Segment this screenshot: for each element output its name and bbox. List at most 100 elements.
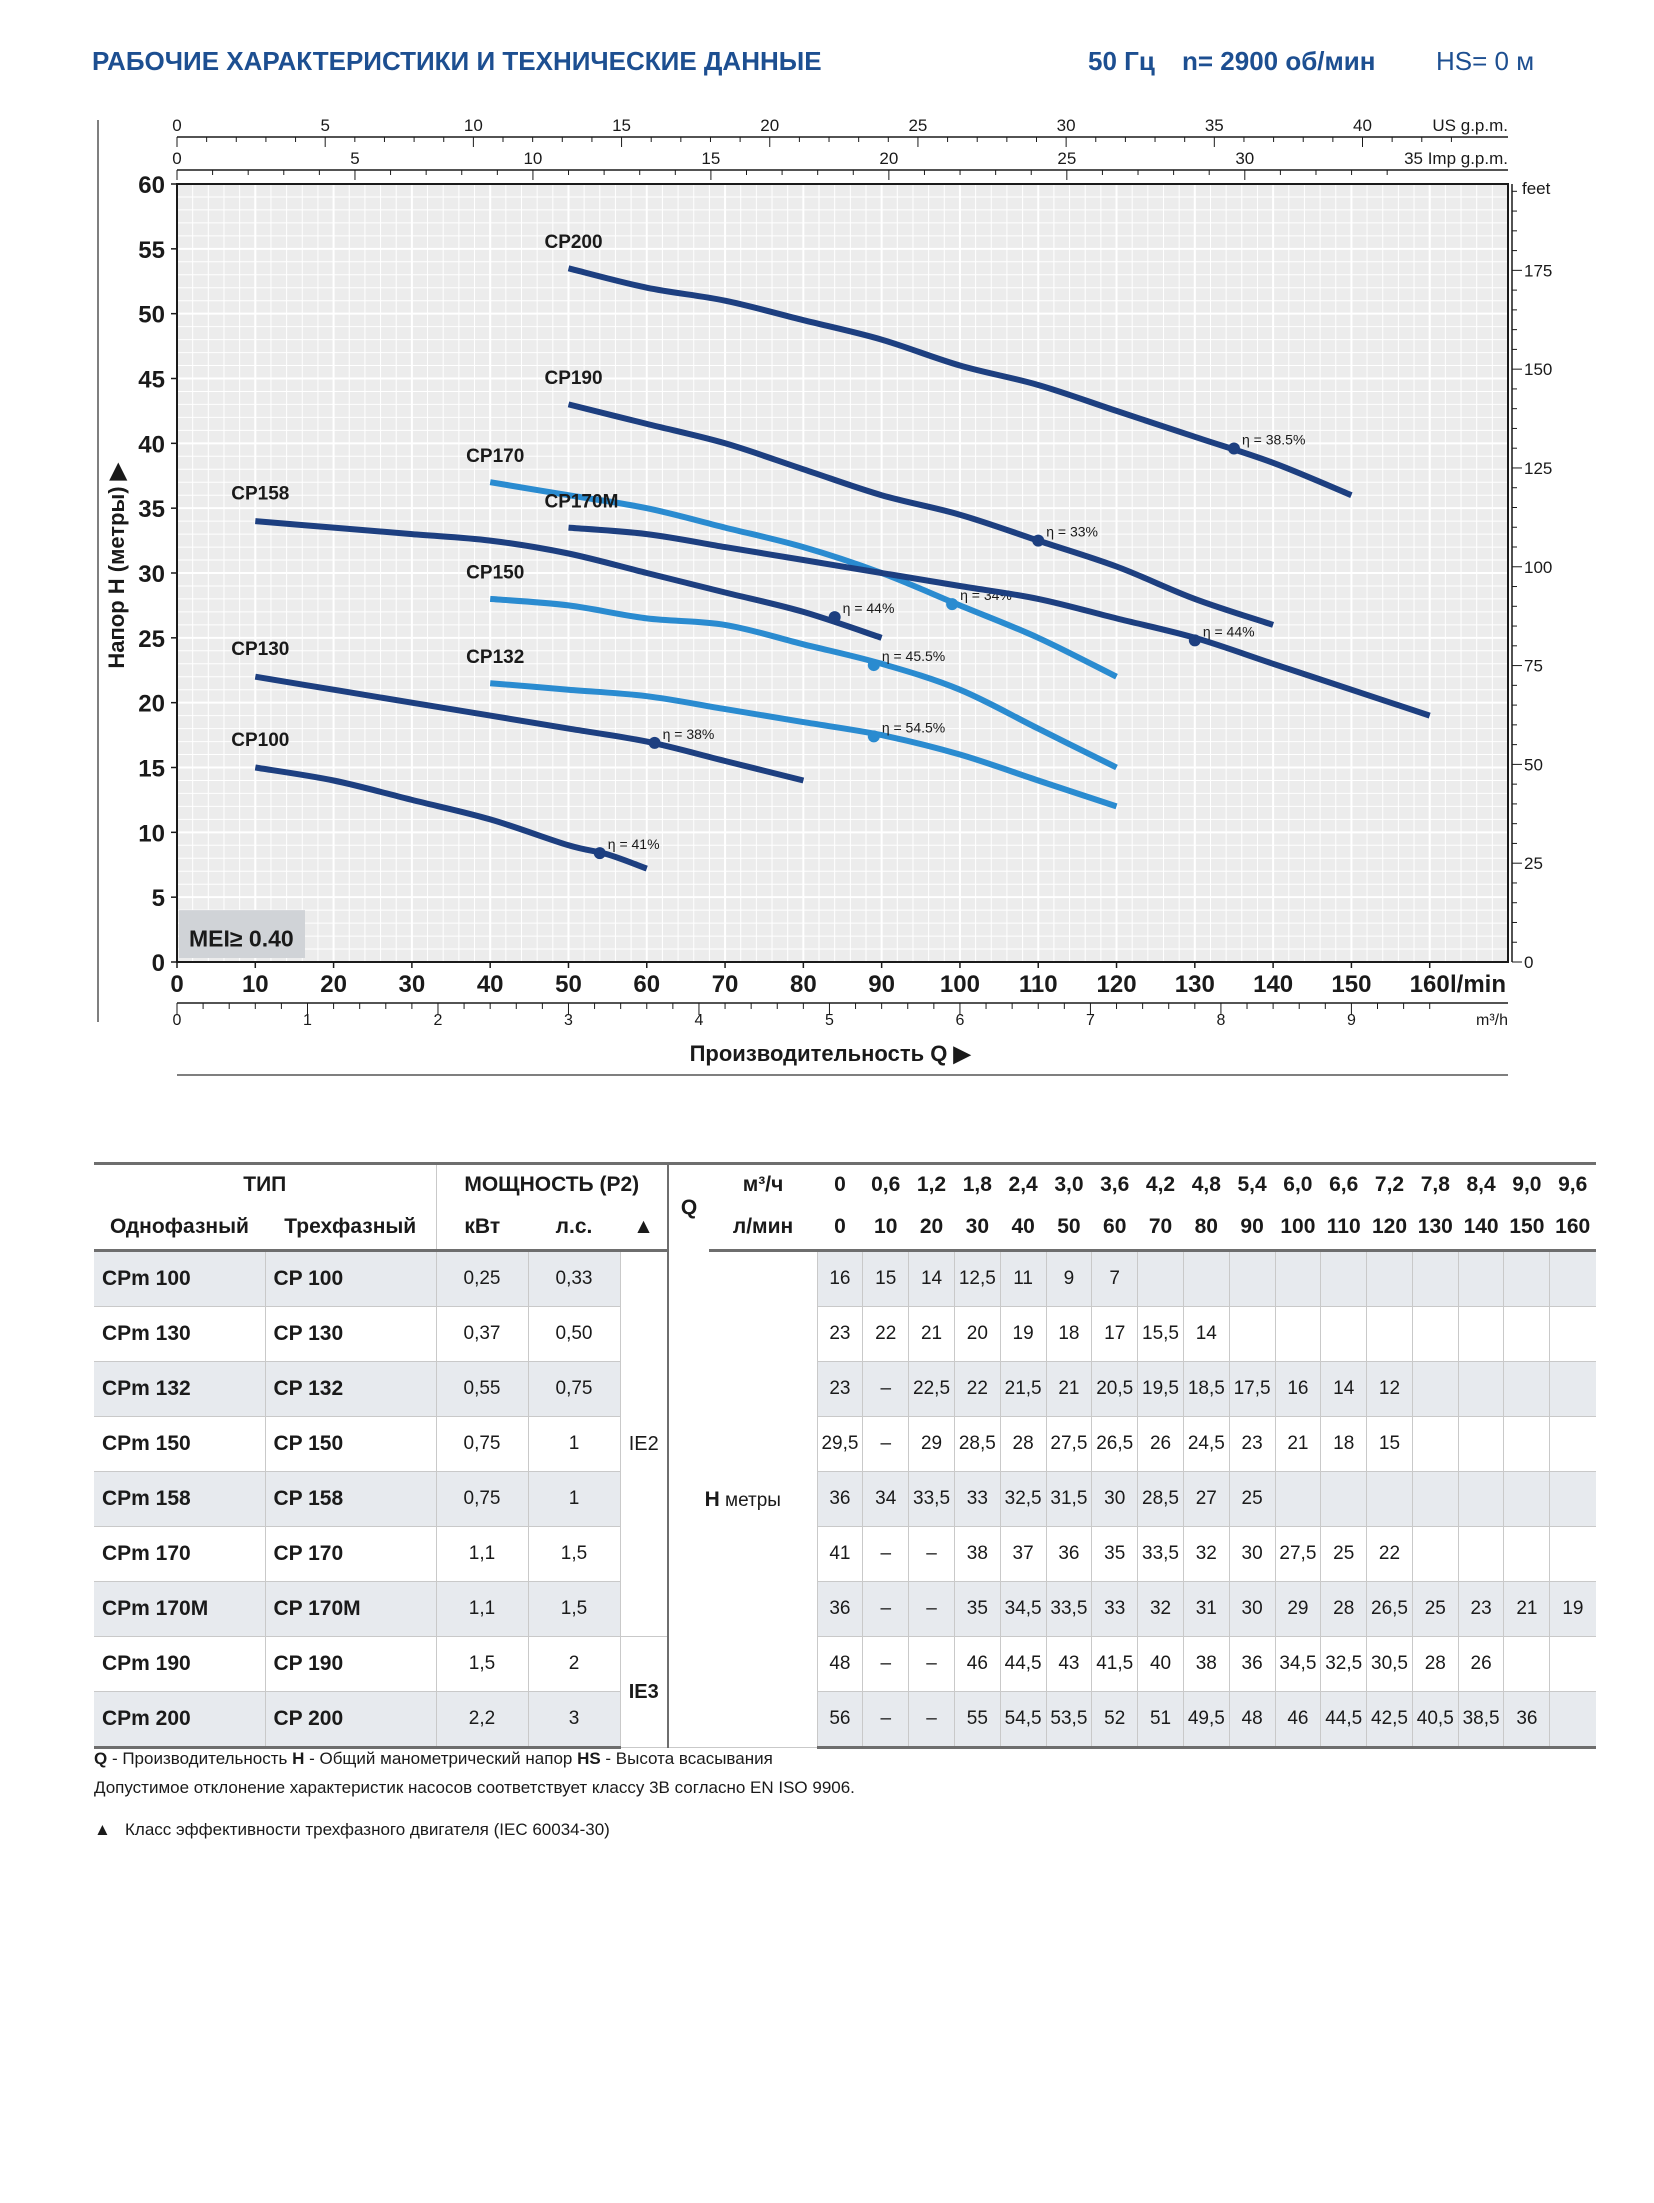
q-m3h-value: 7,2	[1366, 1162, 1413, 1205]
single-phase-model: CPm 170	[94, 1526, 265, 1582]
q-m3h-unit: м³/ч	[709, 1162, 818, 1205]
y-tick-label: 60	[138, 172, 165, 199]
y-tick-label: 55	[138, 237, 165, 264]
h-letter: H	[704, 1487, 720, 1511]
head-value: 26	[1457, 1636, 1504, 1692]
efficiency-point-cp100	[593, 847, 606, 860]
power-hp: 0,50	[527, 1306, 621, 1362]
head-value	[1411, 1306, 1459, 1362]
head-value: 15	[862, 1250, 909, 1307]
head-value	[1411, 1250, 1459, 1307]
head-value: 30	[1228, 1526, 1275, 1582]
feet-tick-label: 50	[1524, 755, 1543, 774]
head-value: 27,5	[1045, 1416, 1092, 1472]
power-kw: 1,1	[435, 1526, 529, 1582]
head-value: 42,5	[1366, 1691, 1413, 1749]
curve-cp170m	[568, 524, 1431, 719]
head-value: 35	[953, 1581, 1001, 1637]
us-gpm-tick-label: 0	[172, 116, 181, 135]
curve-label-cp100: CP100	[231, 730, 289, 751]
q-m3h-value: 5,4	[1229, 1162, 1275, 1205]
m3h-unit-label: m³/h	[1476, 1012, 1508, 1029]
m3h-tick-label: 6	[955, 1012, 964, 1029]
q-text: - Производительность	[107, 1749, 293, 1768]
power-kw: 0,55	[435, 1361, 529, 1417]
three-phase-model: CP 130	[264, 1306, 437, 1362]
head-value	[1549, 1471, 1596, 1527]
head-value: 11	[999, 1250, 1047, 1307]
imp-gpm-tick-label: 15	[701, 149, 720, 168]
single-phase-model: CPm 158	[94, 1471, 265, 1527]
head-value: 32	[1137, 1581, 1184, 1637]
q-lmin-value: 110	[1320, 1205, 1367, 1252]
head-value: 30,5	[1366, 1636, 1413, 1692]
y-tick-label: 30	[138, 561, 165, 588]
head-value: 25	[1320, 1526, 1367, 1582]
q-lmin-value: 100	[1275, 1205, 1321, 1252]
head-value: 29,5	[816, 1416, 863, 1472]
x-tick-label: 90	[868, 971, 895, 998]
three-phase-model: CP 100	[264, 1250, 437, 1307]
head-value	[1457, 1250, 1504, 1307]
speed-label: n= 2900 об/мин	[1182, 46, 1376, 76]
head-value	[1549, 1361, 1596, 1417]
table-row: CPm 132 CP 132 0,55 0,75 23–22,5 22 21,5 21 20,5…	[94, 1361, 1596, 1417]
head-value: 28	[1411, 1636, 1459, 1692]
head-value	[1457, 1306, 1504, 1362]
efficiency-label-cp100: η = 41%	[608, 836, 660, 852]
q-lmin-unit: л/мин	[709, 1205, 818, 1252]
table-row: CPm 158 CP 158 0,75 1 36 34 33,5 33 32,5 31,5 30 28…	[94, 1471, 1596, 1527]
ie2-class: IE2	[619, 1250, 669, 1637]
head-value	[1457, 1471, 1504, 1527]
head-value: 20,5	[1091, 1361, 1138, 1417]
head-value: –	[908, 1581, 955, 1637]
head-value	[1137, 1250, 1184, 1307]
head-value: 20	[953, 1306, 1001, 1362]
x-tick-label: 60	[633, 971, 660, 998]
head-value: 19	[999, 1306, 1047, 1362]
head-value: 16	[1274, 1361, 1321, 1417]
q-header: Q	[667, 1162, 710, 1251]
x-tick-label: 160	[1410, 971, 1450, 998]
head-value: 44,5	[1320, 1691, 1367, 1749]
efficiency-point-cp190	[1032, 534, 1045, 547]
q-m3h-value: 4,8	[1183, 1162, 1230, 1205]
head-value: 18,5	[1182, 1361, 1230, 1417]
power-hp: 3	[527, 1691, 621, 1749]
three-phase-model: CP 132	[264, 1361, 437, 1417]
efficiency-label-cp132: η = 54.5%	[882, 719, 945, 735]
us-gpm-tick-label: 35	[1205, 116, 1224, 135]
head-value	[1411, 1416, 1459, 1472]
power-header: МОЩНОСТЬ (P2)	[435, 1162, 669, 1205]
curve-cp130	[254, 673, 805, 784]
us-gpm-unit-label: US g.p.m.	[1432, 116, 1508, 135]
x-tick-label: 100	[940, 971, 980, 998]
power-kw: 1,1	[435, 1581, 529, 1637]
feet-unit-label: feet	[1522, 179, 1551, 198]
head-value	[1503, 1471, 1550, 1527]
head-value: 38,5	[1457, 1691, 1504, 1749]
y-axis-title: Напор H (метры) ▶	[104, 462, 129, 668]
head-value: 21	[1503, 1581, 1550, 1637]
head-value: 22	[862, 1306, 909, 1362]
y-tick-label: 5	[152, 885, 165, 912]
head-value	[1549, 1416, 1596, 1472]
head-value: 23	[816, 1306, 863, 1362]
q-m3h-value: 1,2	[908, 1162, 955, 1205]
single-phase-header: Однофазный	[94, 1205, 265, 1252]
power-hp: 0,75	[527, 1361, 621, 1417]
us-gpm-tick-label: 20	[760, 116, 779, 135]
head-value	[1457, 1416, 1504, 1472]
head-value: 21	[1274, 1416, 1321, 1472]
q-m3h-value: 7,8	[1412, 1162, 1459, 1205]
imp-gpm-tick-label: 10	[523, 149, 542, 168]
footnotes: Q - Производительность H - Общий маномет…	[94, 1749, 855, 1849]
efficiency-label-cp190: η = 33%	[1046, 524, 1098, 540]
h-label: H метры	[667, 1250, 818, 1748]
head-value: 56	[816, 1691, 863, 1749]
head-value: 41	[816, 1526, 863, 1582]
curve-cp158	[255, 518, 883, 641]
m3h-tick-label: 5	[825, 1012, 834, 1029]
imp-gpm-tick-label: 0	[172, 149, 181, 168]
power-hp: 1,5	[527, 1526, 621, 1582]
